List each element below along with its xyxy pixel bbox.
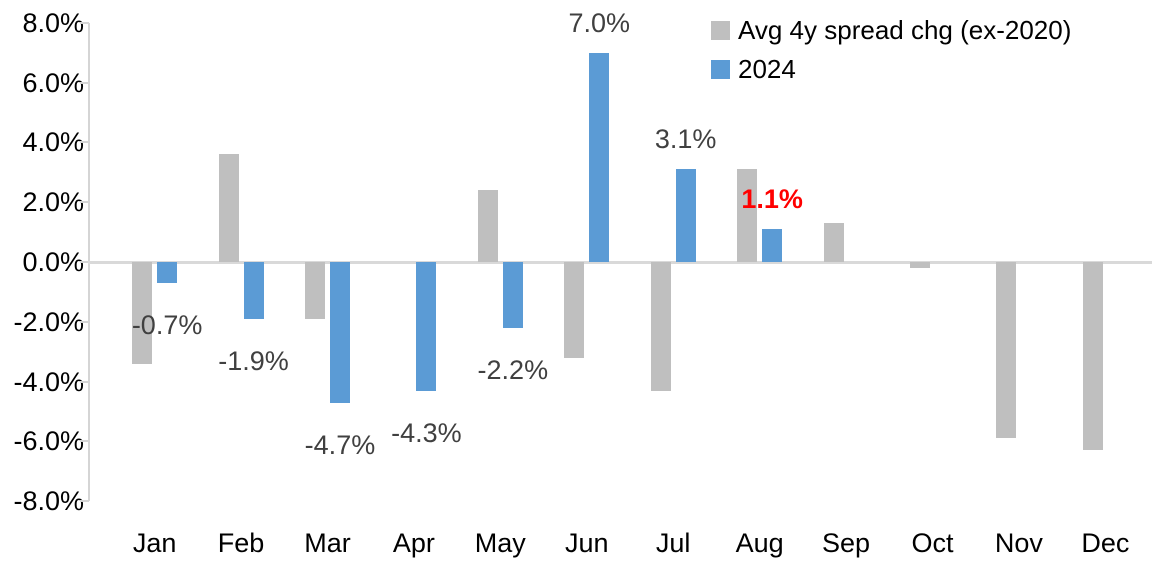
bar-2024-feb [243, 262, 264, 319]
data-label-jul: 3.1% [654, 124, 717, 155]
month-label-sep: Sep [822, 528, 871, 558]
month-label-feb: Feb [217, 528, 265, 558]
data-label-jun: 7.0% [568, 7, 631, 38]
data-label-may: -2.2% [477, 354, 549, 385]
y-axis-tick-mark [80, 440, 89, 443]
y-axis-tick-label: 6.0% [22, 67, 84, 98]
bar-avg-jun [564, 262, 585, 358]
legend: Avg 4y spread chg (ex-2020) 2024 [711, 11, 1071, 89]
month-label-jun: Jun [564, 528, 609, 558]
y-axis-tick-mark [80, 261, 89, 263]
bar-avg-oct [909, 262, 930, 268]
data-label-apr: -4.3% [391, 417, 462, 448]
y-axis-tick-label: -6.0% [13, 426, 84, 457]
month-label-may: May [474, 528, 526, 558]
bar-avg-mar [304, 262, 325, 319]
bar-2024-apr [416, 262, 437, 391]
zero-gridline [88, 260, 1152, 264]
bar-avg-feb [218, 154, 239, 262]
y-axis-tick-label: 8.0% [22, 7, 84, 38]
y-axis-tick-label: 0.0% [22, 247, 84, 277]
bar-avg-jan [132, 262, 153, 364]
legend-item-avg-4y-spread: Avg 4y spread chg (ex-2020) [711, 11, 1071, 50]
bar-2024-jan [157, 262, 178, 283]
month-label-jul: Jul [655, 528, 691, 558]
bar-2024-aug [762, 229, 783, 262]
data-label-jan: -0.7% [131, 309, 203, 340]
legend-label-avg-4y-spread: Avg 4y spread chg (ex-2020) [738, 15, 1072, 45]
y-axis-tick-mark [80, 380, 89, 383]
bar-2024-may [502, 262, 523, 328]
month-label-mar: Mar [304, 528, 351, 558]
bar-avg-aug [737, 169, 758, 262]
bar-2024-mar [329, 262, 350, 403]
month-label-aug: Aug [735, 528, 784, 558]
bar-avg-nov [996, 262, 1017, 439]
data-label-mar: -4.7% [304, 429, 376, 460]
month-label-oct: Oct [911, 528, 954, 558]
y-axis-tick-label: 2.0% [22, 187, 84, 218]
bar-avg-dec [1082, 262, 1103, 451]
month-label-apr: Apr [392, 528, 435, 558]
month-label-dec: Dec [1081, 528, 1130, 558]
bar-avg-sep [823, 223, 844, 262]
bar-avg-jul [650, 262, 671, 391]
month-label-jan: Jan [132, 528, 177, 558]
y-axis-tick-label: -8.0% [13, 486, 84, 517]
legend-item-2024: 2024 [711, 50, 1071, 89]
bar-2024-jun [589, 52, 610, 262]
y-axis-tick-mark [80, 81, 89, 84]
data-label-feb: -1.9% [218, 345, 289, 376]
legend-swatch-2024 [711, 60, 730, 79]
month-label-nov: Nov [994, 528, 1043, 558]
data-label-aug: 1.1% [741, 184, 803, 215]
bar-2024-jul [675, 169, 696, 262]
y-axis-tick-mark [80, 500, 89, 503]
legend-label-2024: 2024 [738, 54, 796, 84]
y-axis-tick-label: 4.0% [22, 127, 84, 158]
y-axis-tick-mark [80, 201, 89, 204]
legend-swatch-avg-4y-spread [711, 21, 730, 40]
bar-avg-may [477, 190, 498, 262]
y-axis-tick-label: -2.0% [13, 306, 84, 337]
y-axis-tick-mark [80, 21, 89, 24]
y-axis-tick-label: -4.0% [13, 366, 84, 397]
y-axis-tick-mark [80, 320, 89, 323]
y-axis-tick-mark [80, 141, 89, 144]
